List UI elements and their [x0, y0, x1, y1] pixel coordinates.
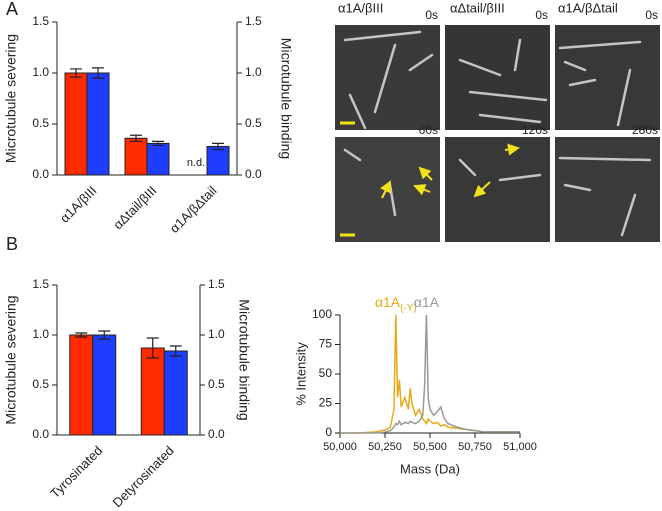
y-tick-label: 1.0 — [32, 65, 49, 79]
y-tick-label: 1.0 — [245, 65, 262, 79]
arrows — [380, 143, 520, 199]
y-tick-label: 100 — [312, 307, 332, 321]
series-label: α1A — [414, 294, 440, 310]
column-title: αΔtail/βIII — [450, 0, 505, 15]
y-tick-label: 0.5 — [32, 116, 49, 130]
x-tick-label: 50,250 — [368, 441, 402, 453]
series-name: α1A — [375, 294, 401, 310]
micrographs: α1A/βIII αΔtail/βIII α1A/βΔtail — [335, 0, 660, 242]
y-tick-label: 0.5 — [245, 116, 262, 130]
y-tick-label: 1.5 — [32, 14, 49, 28]
y-tick-label: 0.0 — [32, 167, 49, 181]
micrograph — [555, 25, 660, 130]
bar — [124, 137, 148, 176]
error-bar — [169, 345, 182, 357]
x-axis-title: Mass (Da) — [400, 461, 460, 476]
time-label: 0s — [535, 8, 548, 22]
error-bar — [130, 134, 142, 142]
y-tick-label: 1.0 — [208, 327, 225, 341]
y-tick-label: 1.0 — [32, 327, 49, 341]
value-label: n.d. — [187, 157, 205, 169]
y-axis-title: Microtubule severing — [3, 34, 19, 163]
x-tick-label: αΔtail/βIII — [110, 183, 159, 232]
y-tick-label: 50 — [319, 366, 333, 380]
x-tick-label: Detyrosinated — [109, 443, 176, 510]
y-tick-label: 0.0 — [245, 167, 262, 181]
time-label: 120s — [522, 123, 548, 137]
error-bar — [70, 68, 82, 78]
x-tick-label: 50,500 — [413, 441, 447, 453]
y-tick-label: 0.5 — [32, 377, 49, 391]
y2-axis-title: Microtubule binding — [236, 299, 252, 420]
time-label: 60s — [419, 123, 438, 137]
error-bar — [92, 67, 104, 79]
x-tick-label: α1A/βIII — [57, 183, 100, 226]
x-tick-label: 50,000 — [323, 441, 357, 453]
y-tick-label: 0.0 — [208, 427, 225, 441]
series-name: α1A — [414, 294, 440, 310]
error-bar — [212, 142, 224, 151]
bar — [140, 347, 165, 436]
y-tick-label: 1.5 — [32, 277, 49, 291]
y-tick-label: 25 — [319, 396, 333, 410]
error-bar — [75, 332, 88, 338]
x-tick-label: 51,000 — [503, 441, 537, 453]
micrograph — [555, 137, 660, 242]
micrograph — [445, 25, 550, 130]
x-tick-label: α1A/βΔtail — [167, 183, 220, 236]
bar — [69, 334, 94, 436]
series-label: α1A(-Y) — [375, 294, 417, 314]
bar — [206, 145, 230, 176]
y-tick-label: 0 — [325, 425, 332, 439]
error-bar — [146, 337, 159, 359]
line — [340, 314, 520, 434]
bar — [163, 350, 188, 436]
micrograph — [335, 25, 440, 130]
microtubules — [343, 30, 652, 237]
column-title: α1A/βIII — [338, 0, 383, 15]
y-axis-title: % Intensity — [293, 342, 308, 406]
time-label: 280s — [632, 123, 658, 137]
y-tick-label: 75 — [319, 337, 333, 351]
y2-axis-title: Microtubule binding — [278, 38, 294, 159]
y-tick-label: 1.5 — [245, 14, 262, 28]
line — [340, 314, 520, 434]
bar — [64, 72, 88, 176]
time-label: 0s — [425, 8, 438, 22]
bar — [86, 72, 110, 176]
time-label: 0s — [645, 8, 658, 22]
bar — [92, 334, 117, 436]
x-tick-label: 50,750 — [458, 441, 492, 453]
series-subscript: (-Y) — [400, 303, 417, 314]
x-tick-label: Tyrosinated — [47, 443, 105, 501]
panel-label: B — [6, 234, 18, 254]
error-bar — [98, 330, 111, 340]
panel-label: A — [6, 0, 18, 19]
y-tick-label: 1.5 — [208, 277, 225, 291]
error-bar — [152, 140, 164, 147]
y-tick-label: 0.5 — [208, 377, 225, 391]
column-title: α1A/βΔtail — [558, 0, 618, 15]
micrograph — [445, 137, 550, 242]
y-axis-title: Microtubule severing — [3, 295, 19, 424]
bar — [146, 142, 170, 176]
y-tick-label: 0.0 — [32, 427, 49, 441]
